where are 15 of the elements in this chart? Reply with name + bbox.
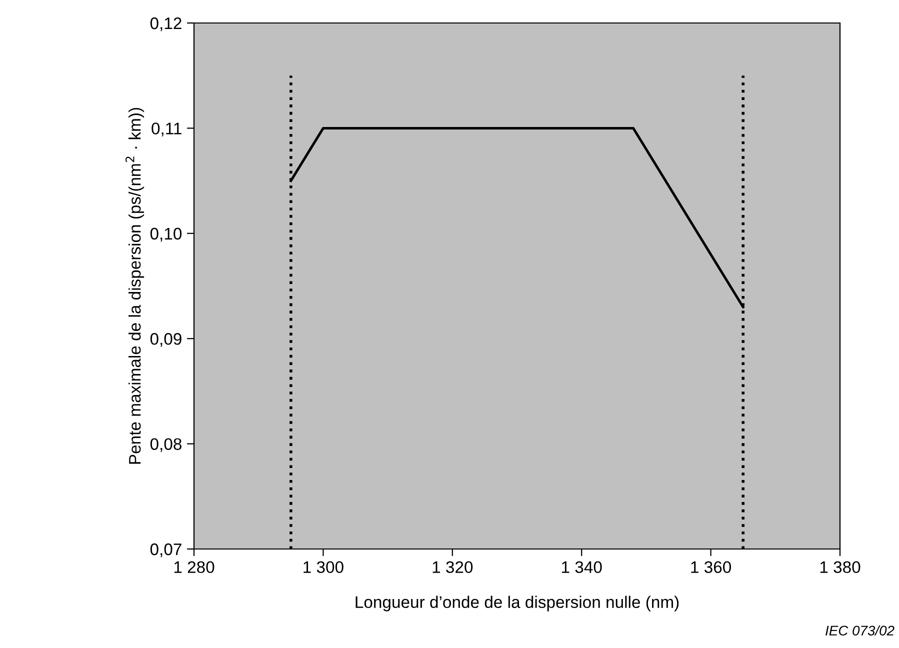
x-tick-label: 1 320 [432, 561, 473, 574]
y-tick-label: 0,12 [150, 17, 182, 32]
y-tick-label: 0,11 [152, 122, 182, 136]
x-tick-label: 1 300 [304, 561, 344, 574]
x-tick-label: 1 280 [174, 561, 214, 574]
x-axis-title: Longueur d’onde de la dispersion nulle (nm) [356, 596, 679, 612]
y-tick-label: 0,07 [150, 543, 182, 558]
x-tick-label: 1 380 [820, 561, 860, 574]
x-tick-label: 1 340 [562, 561, 602, 574]
y-tick-label: 0,09 [150, 333, 182, 347]
text: IEC 073/02 [826, 625, 894, 636]
y-tick-label: 0,08 [150, 438, 182, 452]
y-tick-label: 0,10 [150, 228, 182, 242]
x-tick-label: 1 360 [691, 561, 732, 574]
y-axis-title: Pente maximale de la dispersion (ps/(nm$^{2}$ · km)) [126, 108, 144, 464]
